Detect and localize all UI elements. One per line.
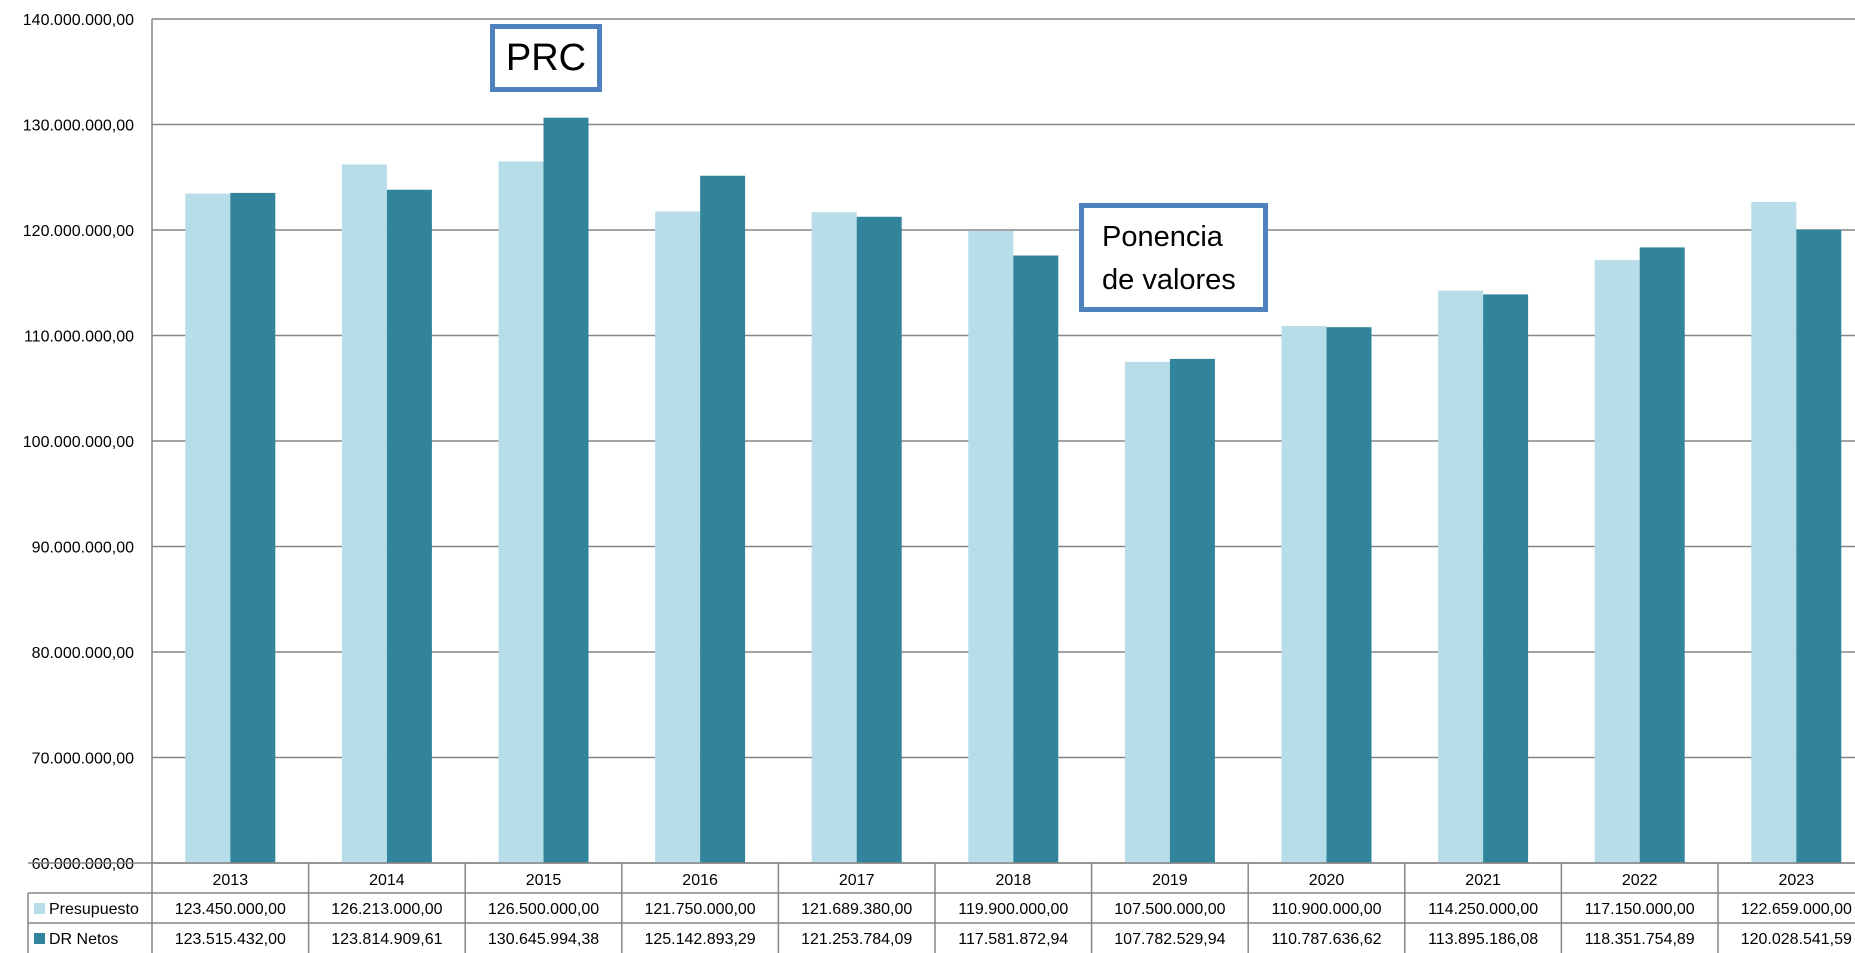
data-table-cell: 121.689.380,00 xyxy=(801,901,912,918)
data-table-cell: 123.814.909,61 xyxy=(331,931,442,948)
bar-presupuesto-2020 xyxy=(1281,326,1327,863)
data-table-cell: 114.250.000,00 xyxy=(1428,901,1538,918)
data-table-cell: 107.782.529,94 xyxy=(1114,931,1225,948)
annotation-prc-text: PRC xyxy=(505,37,587,79)
bar-presupuesto-2018 xyxy=(968,231,1014,863)
x-category-label: 2017 xyxy=(839,872,875,889)
x-category-label: 2018 xyxy=(996,872,1032,889)
bar-presupuesto-2016 xyxy=(655,211,701,864)
bar-presupuesto-2015 xyxy=(498,161,544,864)
data-table-cell: 110.787.636,62 xyxy=(1271,931,1381,948)
bar-dr-netos-2018 xyxy=(1013,255,1059,864)
data-table-cell: 117.581.872,94 xyxy=(958,931,1068,948)
y-tick-label: 70.000.000,00 xyxy=(32,751,134,768)
data-table-cell: 126.213.000,00 xyxy=(331,901,442,918)
data-table-cell: 107.500.000,00 xyxy=(1114,901,1225,918)
bar-dr-netos-2014 xyxy=(386,189,432,864)
bar-dr-netos-2021 xyxy=(1483,294,1529,864)
bar-dr-netos-2016 xyxy=(700,175,746,863)
data-table-cell: 110.900.000,00 xyxy=(1271,901,1381,918)
data-table-cell: 118.351.754,89 xyxy=(1585,931,1695,948)
data-table-cell: 117.150.000,00 xyxy=(1585,901,1695,918)
bar-dr-netos-2017 xyxy=(856,216,902,863)
x-category-label: 2013 xyxy=(213,872,249,889)
data-table-cell: 121.750.000,00 xyxy=(644,901,755,918)
y-tick-label: 120.000.000,00 xyxy=(23,223,134,240)
bar-presupuesto-2023 xyxy=(1751,201,1797,863)
data-table-cell: 123.450.000,00 xyxy=(175,901,286,918)
x-category-label: 2022 xyxy=(1622,872,1658,889)
y-tick-label: 110.000.000,00 xyxy=(24,329,134,346)
x-category-label: 2014 xyxy=(369,872,405,889)
bar-presupuesto-2017 xyxy=(811,212,857,863)
data-table-cell: 121.253.784,09 xyxy=(801,931,912,948)
data-table-cell: 126.500.000,00 xyxy=(488,901,599,918)
y-tick-label: 130.000.000,00 xyxy=(23,118,134,135)
y-tick-label: 100.000.000,00 xyxy=(23,434,134,451)
legend-key-presupuesto xyxy=(34,903,45,914)
bar-presupuesto-2013 xyxy=(185,193,231,864)
x-category-label: 2016 xyxy=(682,872,718,889)
bar-presupuesto-2014 xyxy=(341,164,387,863)
bar-dr-netos-2015 xyxy=(543,117,589,864)
data-table-cell: 122.659.000,00 xyxy=(1741,901,1852,918)
y-tick-label: 60.000.000,00 xyxy=(32,856,134,873)
y-tick-label: 80.000.000,00 xyxy=(32,645,134,662)
bar-dr-netos-2022 xyxy=(1639,247,1685,864)
bar-presupuesto-2022 xyxy=(1594,260,1640,863)
data-table-cell: 130.645.994,38 xyxy=(488,931,599,948)
x-category-label: 2015 xyxy=(526,872,562,889)
bar-dr-netos-2020 xyxy=(1326,327,1372,863)
bar-dr-netos-2023 xyxy=(1796,229,1842,864)
annotation-ponencia-line1: Ponencia xyxy=(1102,221,1223,253)
data-table-cell: 120.028.541,59 xyxy=(1741,931,1852,948)
x-category-label: 2021 xyxy=(1465,872,1501,889)
x-category-label: 2023 xyxy=(1779,872,1815,889)
x-category-label: 2020 xyxy=(1309,872,1345,889)
legend-label-presupuesto: Presupuesto xyxy=(49,901,139,918)
annotation-ponencia-de-valores: Ponencia de valores xyxy=(1079,203,1268,312)
x-category-label: 2019 xyxy=(1152,872,1188,889)
data-table-cell: 113.895.186,08 xyxy=(1428,931,1538,948)
data-table-cell: 125.142.893,29 xyxy=(644,931,755,948)
annotation-ponencia-line2: de valores xyxy=(1102,264,1236,296)
data-table-cell: 119.900.000,00 xyxy=(958,901,1068,918)
bar-presupuesto-2019 xyxy=(1124,361,1170,863)
legend-label-dr-netos: DR Netos xyxy=(49,931,118,948)
legend-key-dr-netos xyxy=(34,933,45,944)
data-table-cell: 123.515.432,00 xyxy=(175,931,286,948)
bar-dr-netos-2013 xyxy=(230,192,276,864)
y-tick-label: 90.000.000,00 xyxy=(32,540,134,557)
bar-presupuesto-2021 xyxy=(1438,290,1484,864)
annotation-prc: PRC xyxy=(490,24,602,92)
bar-dr-netos-2019 xyxy=(1169,358,1215,863)
y-tick-label: 140.000.000,00 xyxy=(23,12,134,29)
